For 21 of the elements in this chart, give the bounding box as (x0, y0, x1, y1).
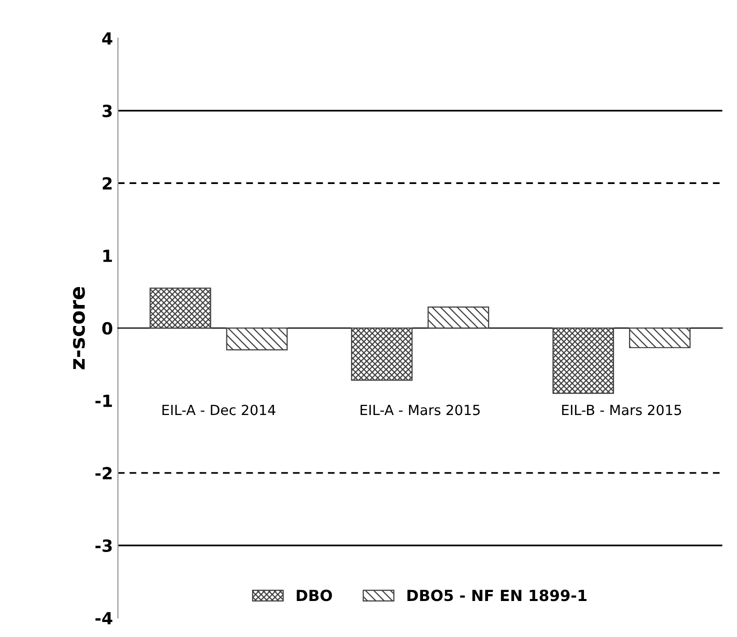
x-tick-label: EIL-B - Mars 2015 (562, 404, 682, 416)
y-tick-label: 3 (102, 104, 112, 118)
bar (428, 306, 490, 329)
y-axis-title: z-score (72, 286, 85, 370)
bar (226, 328, 288, 350)
bar (629, 328, 691, 348)
y-tick-label: 0 (102, 322, 112, 335)
y-tick-label: 4 (102, 32, 112, 45)
bar (150, 288, 212, 329)
y-tick-label: -4 (95, 612, 112, 624)
y-tick-label: 2 (102, 177, 112, 190)
bar (351, 328, 413, 381)
bar (552, 328, 614, 394)
legend-label: DBO5 - NF EN 1899-1 (407, 590, 587, 602)
y-tick-label: -2 (95, 466, 112, 480)
y-tick-label: -3 (95, 539, 112, 552)
x-tick-label: EIL-A - Mars 2015 (360, 404, 480, 416)
legend-label: DBO (296, 590, 332, 602)
y-tick-label: -1 (95, 394, 112, 407)
y-tick-label: 1 (103, 250, 112, 262)
x-tick-label: EIL-A - Dec 2014 (162, 404, 276, 416)
